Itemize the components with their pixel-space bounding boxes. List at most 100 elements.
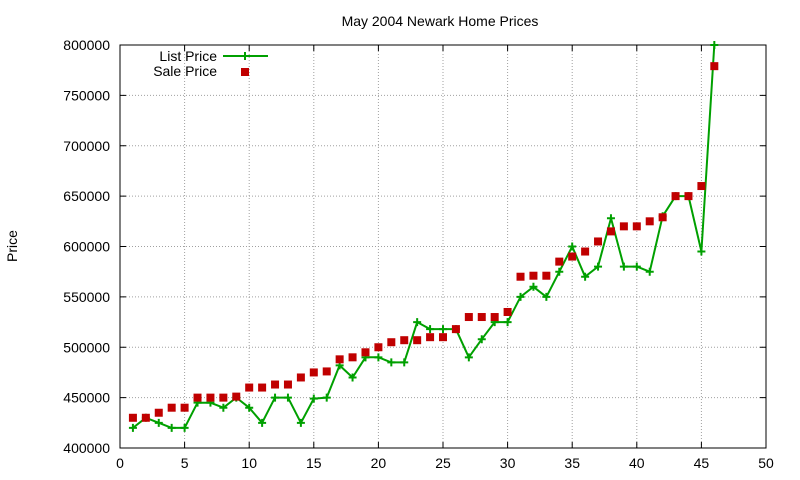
list-price-point	[348, 373, 357, 382]
y-axis-label: Price	[4, 230, 20, 262]
list-price-point	[581, 272, 590, 281]
list-price-point	[180, 423, 189, 432]
list-price-line	[132, 44, 716, 429]
list-price-point	[413, 318, 422, 327]
x-tick-label: 20	[371, 455, 387, 471]
list-price-point	[645, 267, 654, 276]
x-tick-label: 40	[629, 455, 645, 471]
sale-price-point	[542, 271, 551, 280]
sale-price-point	[658, 213, 667, 222]
x-tick-label: 15	[306, 455, 322, 471]
x-tick-label: 30	[500, 455, 516, 471]
list-price-point	[464, 353, 473, 362]
list-price-point	[167, 423, 176, 432]
sale-price-point	[245, 383, 254, 392]
sale-price-point	[335, 355, 344, 364]
sale-price-point	[439, 333, 447, 342]
y-tick-label: 700000	[63, 138, 110, 154]
list-price-point	[245, 403, 254, 412]
sale-price-point	[684, 192, 693, 201]
list-price-point	[619, 262, 628, 271]
sale-price-point	[594, 237, 603, 246]
sale-price-point	[464, 313, 473, 322]
sale-price-point	[555, 257, 564, 266]
grid	[120, 45, 766, 448]
x-tick-label: 35	[564, 455, 580, 471]
sale-price-point	[581, 247, 590, 256]
y-tick-label: 600000	[63, 239, 110, 255]
sale-price-point	[426, 333, 435, 342]
y-tick-label: 650000	[63, 188, 110, 204]
list-price-point	[503, 318, 512, 327]
list-price-point	[296, 418, 305, 427]
sale-price-point	[193, 393, 202, 402]
sale-price-point	[451, 325, 460, 334]
list-price-point	[387, 358, 396, 367]
list-price-point	[555, 267, 564, 276]
chart-title: May 2004 Newark Home Prices	[342, 13, 539, 29]
x-tick-label: 0	[116, 455, 124, 471]
x-tick-label: 25	[435, 455, 451, 471]
axis-ticks: 0 5 10 15 20 25 30 35 40 45 50 400000 450000 500000 55…	[63, 37, 774, 471]
sale-price-point	[697, 182, 706, 191]
list-price-point	[439, 325, 447, 334]
sale-price-point	[529, 271, 538, 280]
sale-price-point	[283, 380, 292, 389]
list-price-point	[128, 423, 137, 432]
sale-price-point	[568, 252, 577, 261]
list-price-point	[542, 292, 551, 301]
legend-label-sale-price: Sale Price	[153, 63, 217, 79]
sale-price-point	[361, 348, 370, 357]
legend-marker-sale-price	[241, 68, 249, 76]
sale-price-point	[645, 217, 654, 226]
sale-price-point	[348, 353, 357, 362]
sale-price-point	[232, 392, 241, 401]
list-price-point	[154, 418, 163, 427]
y-tick-label: 400000	[63, 440, 110, 456]
x-tick-label: 50	[758, 455, 774, 471]
sale-price-point	[258, 383, 267, 392]
y-tick-label: 750000	[63, 87, 110, 103]
list-price-point	[258, 418, 267, 427]
sale-price-point	[387, 338, 396, 347]
list-price-point	[426, 325, 435, 334]
sale-price-point	[206, 393, 215, 402]
sale-price-point	[219, 393, 228, 402]
sale-price-point	[606, 227, 615, 236]
list-price-point	[309, 394, 318, 403]
sale-price-point	[322, 367, 331, 376]
list-price-point	[697, 247, 706, 256]
y-tick-label: 800000	[63, 37, 110, 53]
list-price-point	[710, 41, 719, 49]
x-tick-label: 10	[241, 455, 257, 471]
list-price-point	[219, 403, 228, 412]
y-tick-label: 550000	[63, 289, 110, 305]
legend-marker-list-price	[241, 52, 249, 60]
sale-price-point	[154, 408, 163, 417]
y-tick-label: 450000	[63, 390, 110, 406]
legend: List Price Sale Price	[153, 48, 268, 79]
sale-price-point	[516, 272, 525, 281]
sale-price-point	[413, 336, 422, 345]
list-price-point	[529, 282, 538, 291]
sale-price-point	[632, 222, 641, 231]
list-price-point	[283, 393, 292, 402]
sale-price-point	[271, 380, 280, 389]
list-price-point	[400, 358, 409, 367]
list-price-point	[632, 262, 641, 271]
list-price-point	[322, 393, 331, 402]
sale-price-point	[180, 403, 189, 412]
x-tick-label: 5	[181, 455, 189, 471]
sale-price-point	[296, 373, 305, 382]
sale-price-point	[374, 343, 383, 352]
sale-price-point	[128, 413, 137, 422]
list-price-point	[568, 242, 577, 251]
plot-frame	[119, 44, 767, 449]
sale-price-point	[490, 313, 499, 322]
y-tick-label: 500000	[63, 339, 110, 355]
sale-price-point	[619, 222, 628, 231]
sale-price-point	[477, 313, 486, 322]
list-price-point	[606, 214, 615, 223]
list-price-point	[594, 262, 603, 271]
list-price-point	[477, 335, 486, 344]
